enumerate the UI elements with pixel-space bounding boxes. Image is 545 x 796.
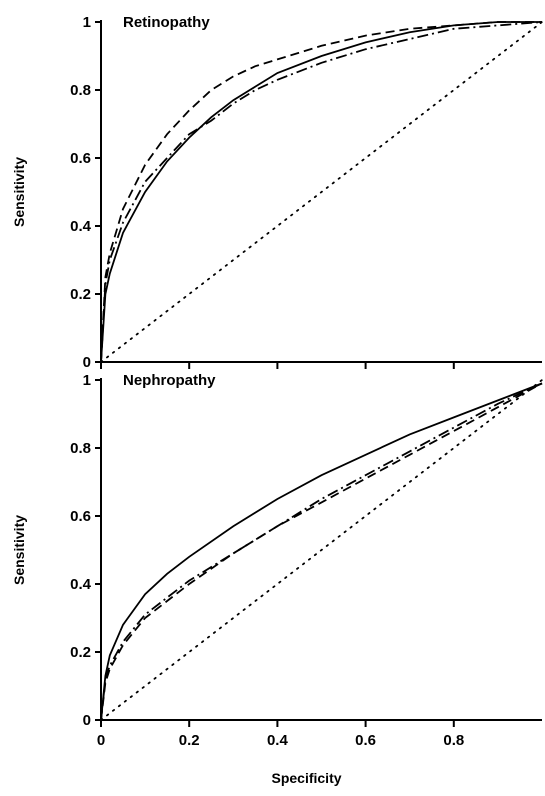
y-tick-label: 1 — [83, 372, 91, 389]
x-tick-label: 0 — [97, 732, 105, 749]
panel-title: Nephropathy — [123, 372, 216, 389]
x-axis-label: Specificity — [271, 770, 341, 786]
y-tick-label: 0.4 — [70, 218, 92, 235]
y-tick-label: 1 — [83, 14, 91, 31]
roc-curve-dashed — [100, 21, 542, 363]
retinopathy-panel: Retinopathy Sensitivity 0 0.2 0.4 0.6 0.8 1 — [11, 14, 543, 371]
roc-curve-dash-dot — [100, 382, 543, 721]
y-axis-label: Sensitivity — [11, 515, 27, 585]
y-tick-label: 0.6 — [70, 150, 91, 167]
y-tick-label: 0.8 — [70, 82, 91, 99]
y-tick-label: 0.8 — [70, 440, 91, 457]
roc-curve-dash-dot — [100, 21, 543, 363]
y-tick-label: 0 — [83, 354, 91, 371]
roc-curve-solid — [100, 21, 542, 363]
nephropathy-panel: Nephropathy Sensitivity Specificity 0 0.2… — [11, 372, 543, 786]
y-tick-label: 0.4 — [70, 576, 92, 593]
y-tick-label: 0.2 — [70, 644, 91, 661]
roc-curve-solid — [100, 382, 543, 721]
y-tick-label: 0.6 — [70, 508, 91, 525]
roc-curve-dotted — [100, 379, 543, 721]
x-tick-label: 0.4 — [267, 732, 289, 749]
x-tick-label: 0.2 — [179, 732, 200, 749]
y-tick-label: 0.2 — [70, 286, 91, 303]
roc-curve-dashed — [100, 382, 543, 721]
y-axis-label: Sensitivity — [11, 157, 27, 227]
y-tick-label: 0 — [83, 712, 91, 729]
x-tick-label: 0.8 — [443, 732, 464, 749]
x-tick-label: 0.6 — [355, 732, 376, 749]
roc-curve-dotted — [100, 21, 543, 363]
panel-title: Retinopathy — [123, 14, 210, 31]
